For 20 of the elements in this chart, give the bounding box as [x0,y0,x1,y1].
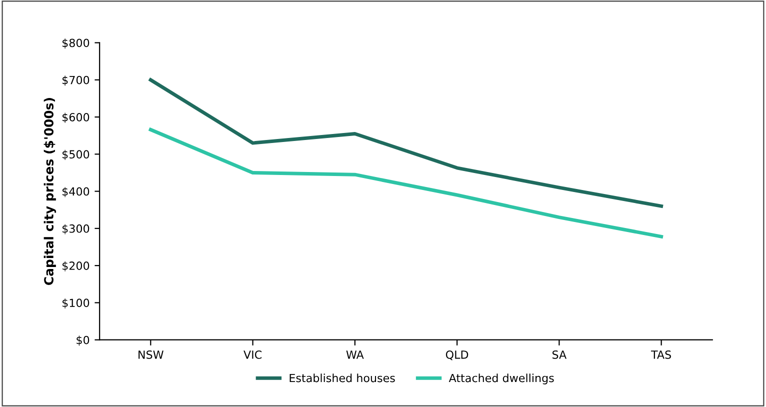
y-tick-label: $700 [62,76,90,86]
x-tick-label: TAS [650,350,671,359]
x-tick-label: QLD [446,350,468,360]
y-tick-label: $800 [62,38,90,49]
y-tick-label: $500 [62,150,90,160]
x-tick-label: VIC [244,350,262,359]
legend-label: Established houses [290,374,395,382]
line-series [148,128,664,238]
y-tick-label: $600 [62,112,90,123]
x-tick-label: WA [346,350,364,359]
legend-label: Attached dwellings [448,374,554,384]
y-tick-label: $300 [62,224,90,234]
x-tick-label: SA [552,350,567,359]
y-axis-title: Capital city prices ($'000s) [44,98,56,285]
y-tick-label: $100 [62,298,90,309]
y-tick-label: $200 [62,261,90,272]
y-tick-label: $400 [62,187,90,198]
x-tick-label: NSW [138,350,164,359]
line-series [148,78,664,208]
y-tick-label: $0 [76,336,90,346]
